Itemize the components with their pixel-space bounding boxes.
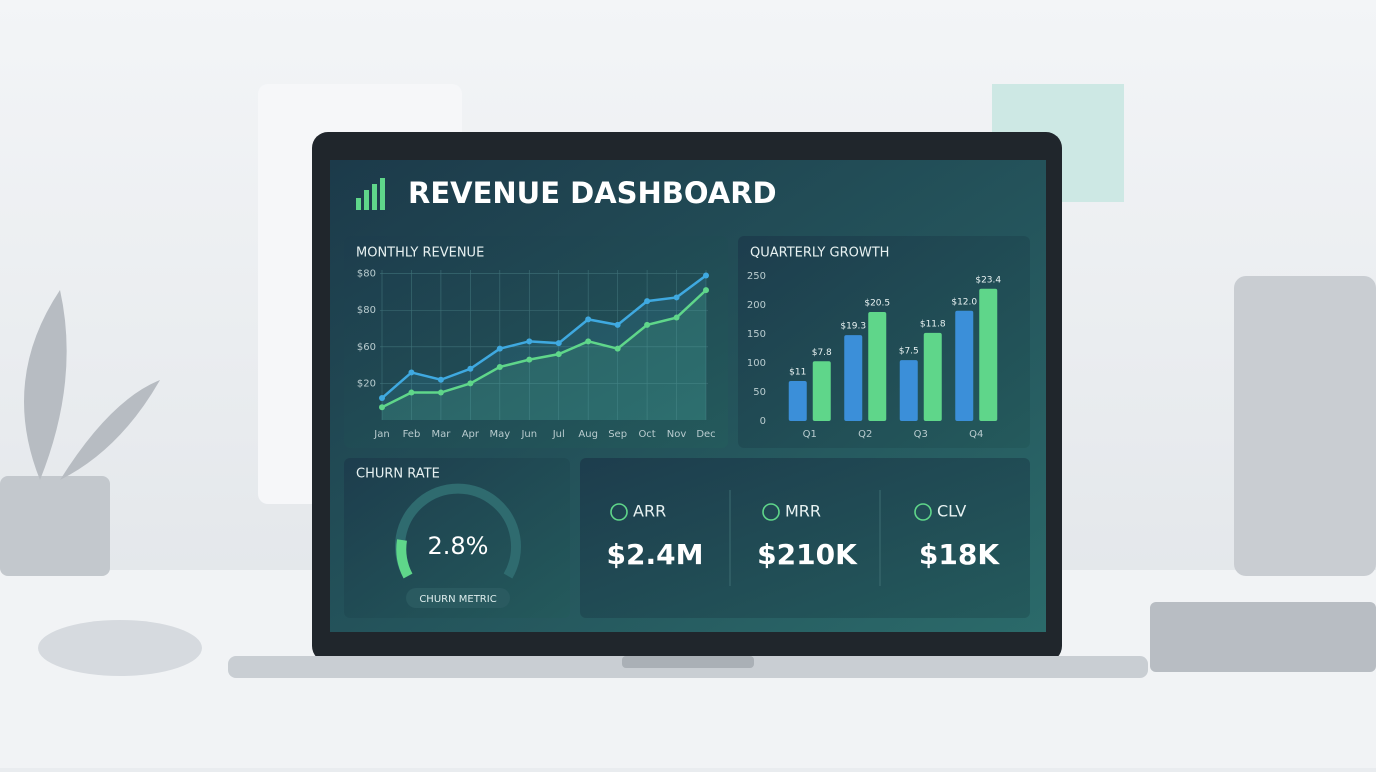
point <box>467 380 474 387</box>
bar <box>868 311 887 421</box>
kpi-label: ARR <box>633 502 666 521</box>
x-tick-label: Aug <box>578 429 598 440</box>
point <box>585 338 592 345</box>
laptop-notch <box>622 656 754 668</box>
point <box>437 376 444 383</box>
bar <box>788 380 807 421</box>
bar-label: $19.3 <box>840 322 866 332</box>
x-tick-label: Jun <box>520 429 537 440</box>
kpi-value: $2.4M <box>607 538 704 571</box>
x-tick-label: Nov <box>667 429 687 440</box>
y-tick-label: $60 <box>357 342 376 353</box>
bar-label: $7.5 <box>899 347 919 357</box>
point <box>585 316 592 323</box>
point <box>408 369 415 376</box>
backdrop-block <box>1234 276 1376 576</box>
bar <box>899 360 918 421</box>
panel <box>344 458 570 618</box>
bar-label: $7.8 <box>812 348 832 358</box>
y-tick-label: 50 <box>753 387 766 398</box>
mouse <box>38 620 202 676</box>
churn-value: 2.8% <box>428 532 489 560</box>
x-tick-label: Apr <box>462 429 480 440</box>
bar <box>923 332 942 421</box>
bar-label: $23.4 <box>975 275 1001 285</box>
badge-text: CHURN METRIC <box>419 594 496 605</box>
badge <box>406 588 510 608</box>
kpi-label: MRR <box>785 502 821 521</box>
point <box>526 356 533 363</box>
point <box>644 298 651 305</box>
y-tick-label: $80 <box>357 269 376 280</box>
point <box>467 365 474 372</box>
logo-bars <box>356 178 385 210</box>
bar-label: $11 <box>789 367 806 377</box>
bar <box>844 335 863 421</box>
bar <box>812 361 831 421</box>
point <box>673 294 680 301</box>
x-tick-label: Sep <box>608 429 627 440</box>
point <box>408 389 415 396</box>
y-tick-label: 0 <box>760 416 766 427</box>
bar <box>955 310 974 421</box>
point <box>555 351 562 358</box>
kpi-row: ARR $2.4M MRR $210K CLV $18K <box>607 502 1001 572</box>
point <box>496 345 503 352</box>
point <box>496 363 503 370</box>
bar-label: $20.5 <box>864 298 890 308</box>
line <box>381 289 707 409</box>
line <box>381 274 707 399</box>
x-tick-label: Oct <box>638 429 655 440</box>
point <box>526 338 533 345</box>
kpi-value: $18K <box>919 538 1000 571</box>
point <box>614 321 621 328</box>
y-tick-label: 200 <box>747 300 766 311</box>
x-tick-label: Q4 <box>969 429 983 440</box>
plant <box>24 290 160 480</box>
bar <box>979 288 998 421</box>
kpi-value: $210K <box>757 538 858 571</box>
y-tick-label: 250 <box>747 271 766 282</box>
bar-label: $12.0 <box>951 297 977 307</box>
kpi-icon <box>610 503 628 521</box>
x-tick-label: Mar <box>431 429 451 440</box>
gauge-fill <box>396 539 413 579</box>
x-tick-label: Jul <box>552 429 565 440</box>
x-tick-label: Q2 <box>858 429 872 440</box>
panel-title: CHURN RATE <box>356 467 440 482</box>
y-tick-label: 100 <box>747 358 766 369</box>
x-tick-label: Dec <box>696 429 715 440</box>
line-area <box>382 290 706 420</box>
point <box>555 340 562 347</box>
kpi-label: CLV <box>937 502 966 521</box>
x-tick-label: Feb <box>403 429 421 440</box>
point <box>614 345 621 352</box>
x-tick-label: May <box>489 429 510 440</box>
x-tick-label: Q1 <box>803 429 817 440</box>
kpi-icon <box>914 503 932 521</box>
x-tick-label: Q3 <box>914 429 928 440</box>
panel-title: QUARTERLY GROWTH <box>750 246 889 261</box>
y-tick-label: $80 <box>357 305 376 316</box>
y-tick-label: 150 <box>747 329 766 340</box>
point <box>673 314 680 321</box>
y-tick-label: $20 <box>357 378 376 389</box>
panel-title: MONTHLY REVENUE <box>356 246 484 261</box>
x-tick-label: Jan <box>373 429 389 440</box>
point <box>644 321 651 328</box>
plant-pot <box>0 476 110 576</box>
notebook <box>1150 602 1376 672</box>
bar-label: $11.8 <box>920 319 946 329</box>
kpi-icon <box>762 503 780 521</box>
point <box>379 395 385 402</box>
panel <box>580 458 1030 618</box>
dashboard-title: REVENUE DASHBOARD <box>408 176 777 210</box>
point <box>703 272 709 279</box>
point <box>437 389 444 396</box>
point <box>379 404 385 411</box>
point <box>703 287 709 294</box>
line-area <box>382 275 706 420</box>
